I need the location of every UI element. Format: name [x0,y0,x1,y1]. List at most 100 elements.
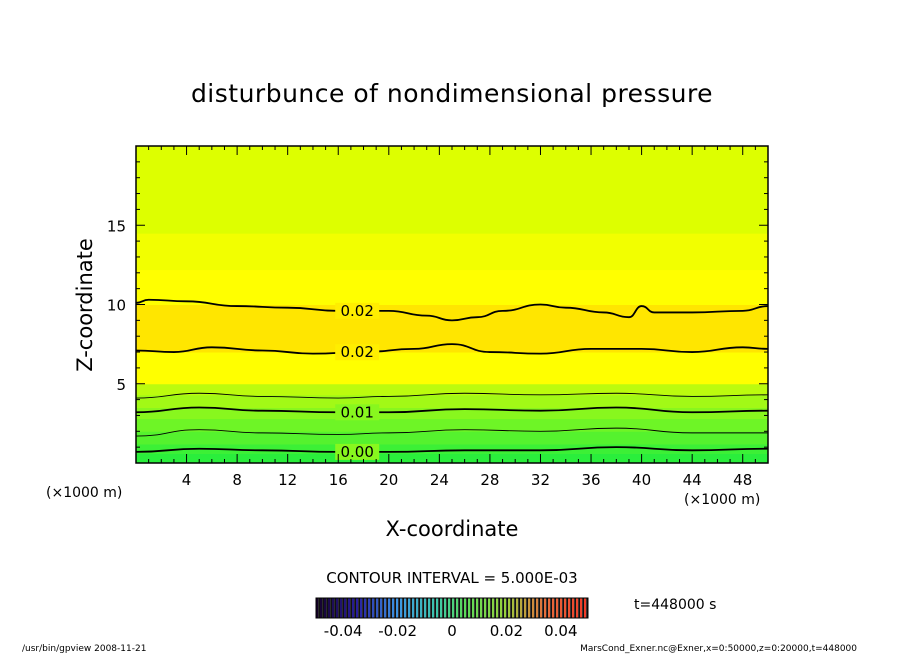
colorbar-stripe [536,598,539,618]
colorbar-stripe [316,598,319,618]
colorbar-stripe [564,598,567,618]
x-tick-label: 36 [581,471,600,489]
colorbar-gap [382,598,384,618]
x-tick-label: 40 [632,471,651,489]
fill-band-5 [136,394,768,409]
colorbar-stripe [552,598,555,618]
colorbar-gap [410,598,412,618]
contour-line-2 [136,406,768,414]
x-axis-ticks: 4 8 12 16 20 24 28 32 36 40 44 48 [135,146,769,489]
colorbar-gap [390,598,392,618]
x-tick-label: 24 [430,471,449,489]
colorbar-tick-label: -0.02 [378,622,417,640]
contour-label-bg-4 [335,344,380,361]
colorbar-stripe [528,598,531,618]
colorbar-stripe [440,598,443,618]
colorbar-gap [362,598,364,618]
colorbar-stripe [476,598,479,618]
x-tick-label: 8 [232,471,242,489]
colorbar-gap [454,598,456,618]
colorbar-gap [574,598,576,618]
colorbar-stripe [464,598,467,618]
colorbar-stripe [348,598,351,618]
contour-interval-label: CONTOUR INTERVAL = 5.000E-03 [326,569,577,587]
colorbar-gap [458,598,460,618]
fill-band-2 [136,431,768,445]
colorbar-gap [402,598,404,618]
colorbar-stripe [480,598,483,618]
colorbar-stripe [508,598,511,618]
contour-label-2: 0.01 [340,403,373,421]
colorbar-stripe [376,598,379,618]
colorbar-gap [474,598,476,618]
fill-band-6 [136,383,768,396]
colorbar-gap [342,598,344,618]
colorbar-stripe [432,598,435,618]
colorbar-gap [490,598,492,618]
contour-label-bg-5 [335,302,380,319]
colorbar-stripe [580,598,583,618]
colorbar-stripe [384,598,387,618]
colorbar-stripe [436,598,439,618]
colorbar-gap [530,598,532,618]
time-label: t=448000 s [634,597,716,613]
colorbar-gap [374,598,376,618]
colorbar-stripe [352,598,355,618]
colorbar-stripe [472,598,475,618]
colorbar-gap [334,598,336,618]
colorbar-stripe [488,598,491,618]
colorbar-stripe [368,598,371,618]
colorbar-gap [510,598,512,618]
colorbar-gap [526,598,528,618]
colorbar-stripe [584,598,587,618]
colorbar-gap [466,598,468,618]
colorbar-gap [450,598,452,618]
colorbar-tick-label: 0.02 [490,622,523,640]
colorbar-stripe [448,598,451,618]
colorbar-stripe [456,598,459,618]
colorbar-ticks: -0.04 -0.02 0 0.02 0.04 [324,622,578,640]
x-tick-label: 4 [182,471,192,489]
footer-left: /usr/bin/gpview 2008-11-21 [22,644,146,654]
colorbar-gap [426,598,428,618]
colorbar-gap [434,598,436,618]
y-tick-label: 10 [107,297,126,315]
colorbar-stripe [544,598,547,618]
colorbar-gap [578,598,580,618]
colorbar-gap [546,598,548,618]
colorbar-stripe [360,598,363,618]
colorbar-gap [406,598,408,618]
colorbar-stripe [364,598,367,618]
colorbar-stripe [532,598,535,618]
fill-band-7 [136,352,768,385]
colorbar-gap [366,598,368,618]
colorbar-stripe [576,598,579,618]
colorbar-stripe [408,598,411,618]
colorbar-stripe [356,598,359,618]
y-tick-label: 5 [116,376,126,394]
colorbar-gap [346,598,348,618]
colorbar-gap [534,598,536,618]
colorbar-gap [462,598,464,618]
colorbar-stripe [484,598,487,618]
colorbar-stripe [392,598,395,618]
colorbar-stripe [336,598,339,618]
x-tick-label: 12 [278,471,297,489]
contour-label-bg-0 [335,443,380,460]
colorbar-gap [358,598,360,618]
colorbar-stripe [380,598,383,618]
colorbar-gap [554,598,556,618]
colorbar-stripe [468,598,471,618]
contour-label-4: 0.02 [340,343,373,361]
colorbar-stripe [320,598,323,618]
colorbar-stripe [572,598,575,618]
colorbar [316,598,588,618]
colorbar-stripe [520,598,523,618]
colorbar-gap [486,598,488,618]
colorbar-gap [522,598,524,618]
colorbar-stripe [396,598,399,618]
colorbar-stripe [324,598,327,618]
fill-band-9 [136,269,768,305]
x-axis-label: X-coordinate [386,517,519,541]
x-tick-label: 44 [683,471,702,489]
